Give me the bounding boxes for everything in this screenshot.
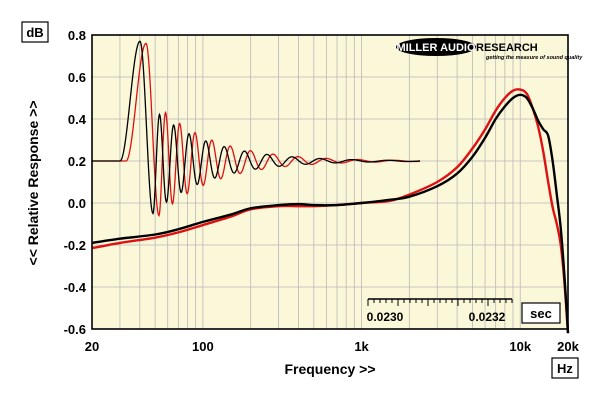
x-tick-label: 20k — [557, 339, 579, 354]
inset-time-axis: 0.0230 0.0232 sec — [367, 298, 561, 324]
series-line-0 — [91, 93, 570, 334]
y-tick-label: 0.8 — [68, 28, 86, 43]
inset-tick-label-0: 0.0230 — [367, 310, 404, 324]
y-tick-label: 0.2 — [68, 154, 86, 169]
y-tick-label: -0.2 — [64, 238, 86, 253]
inset-unit-box — [521, 302, 561, 324]
series-line-1 — [91, 88, 570, 334]
y-tick-label: 0.4 — [68, 112, 87, 127]
y-tick-label: 0.0 — [68, 196, 86, 211]
x-tick-label: 1k — [354, 339, 369, 354]
logo-tagline: getting the measure of sound quality — [485, 55, 583, 61]
x-tick-labels: 20 100 1k 10k 20k — [85, 339, 580, 354]
plot-frame — [91, 34, 569, 330]
x-tick-label: 100 — [192, 339, 214, 354]
logo-side-text: RESEARCH — [476, 42, 538, 54]
logo-main-text: MILLER AUDIO — [396, 42, 475, 54]
series-lines — [91, 88, 570, 334]
plot-area — [92, 35, 568, 329]
y-tick-label: 0.6 — [68, 70, 86, 85]
inset-tick-label-1: 0.0232 — [469, 310, 506, 324]
x-axis-label: Frequency >> — [284, 361, 375, 377]
x-unit-box — [551, 357, 579, 379]
impulse-line-1 — [92, 42, 421, 218]
impulse-inset — [92, 40, 421, 218]
inset-unit-label: sec — [530, 306, 552, 321]
y-tick-labels: 0.8 0.6 0.4 0.2 0.0 -0.2 -0.4 -0.6 — [64, 28, 87, 337]
y-axis-label: << Relative Response >> — [25, 101, 41, 266]
y-unit-box — [21, 21, 49, 43]
x-tick-label: 20 — [85, 339, 99, 354]
x-unit-label: Hz — [557, 361, 573, 376]
impulse-line-0 — [92, 40, 421, 215]
miller-audio-research-logo: MILLER AUDIO RESEARCH getting the measur… — [396, 38, 583, 61]
y-tick-label: -0.4 — [64, 280, 87, 295]
y-tick-label: -0.6 — [64, 322, 86, 337]
y-unit-label: dB — [26, 25, 43, 40]
x-tick-label: 10k — [509, 339, 531, 354]
